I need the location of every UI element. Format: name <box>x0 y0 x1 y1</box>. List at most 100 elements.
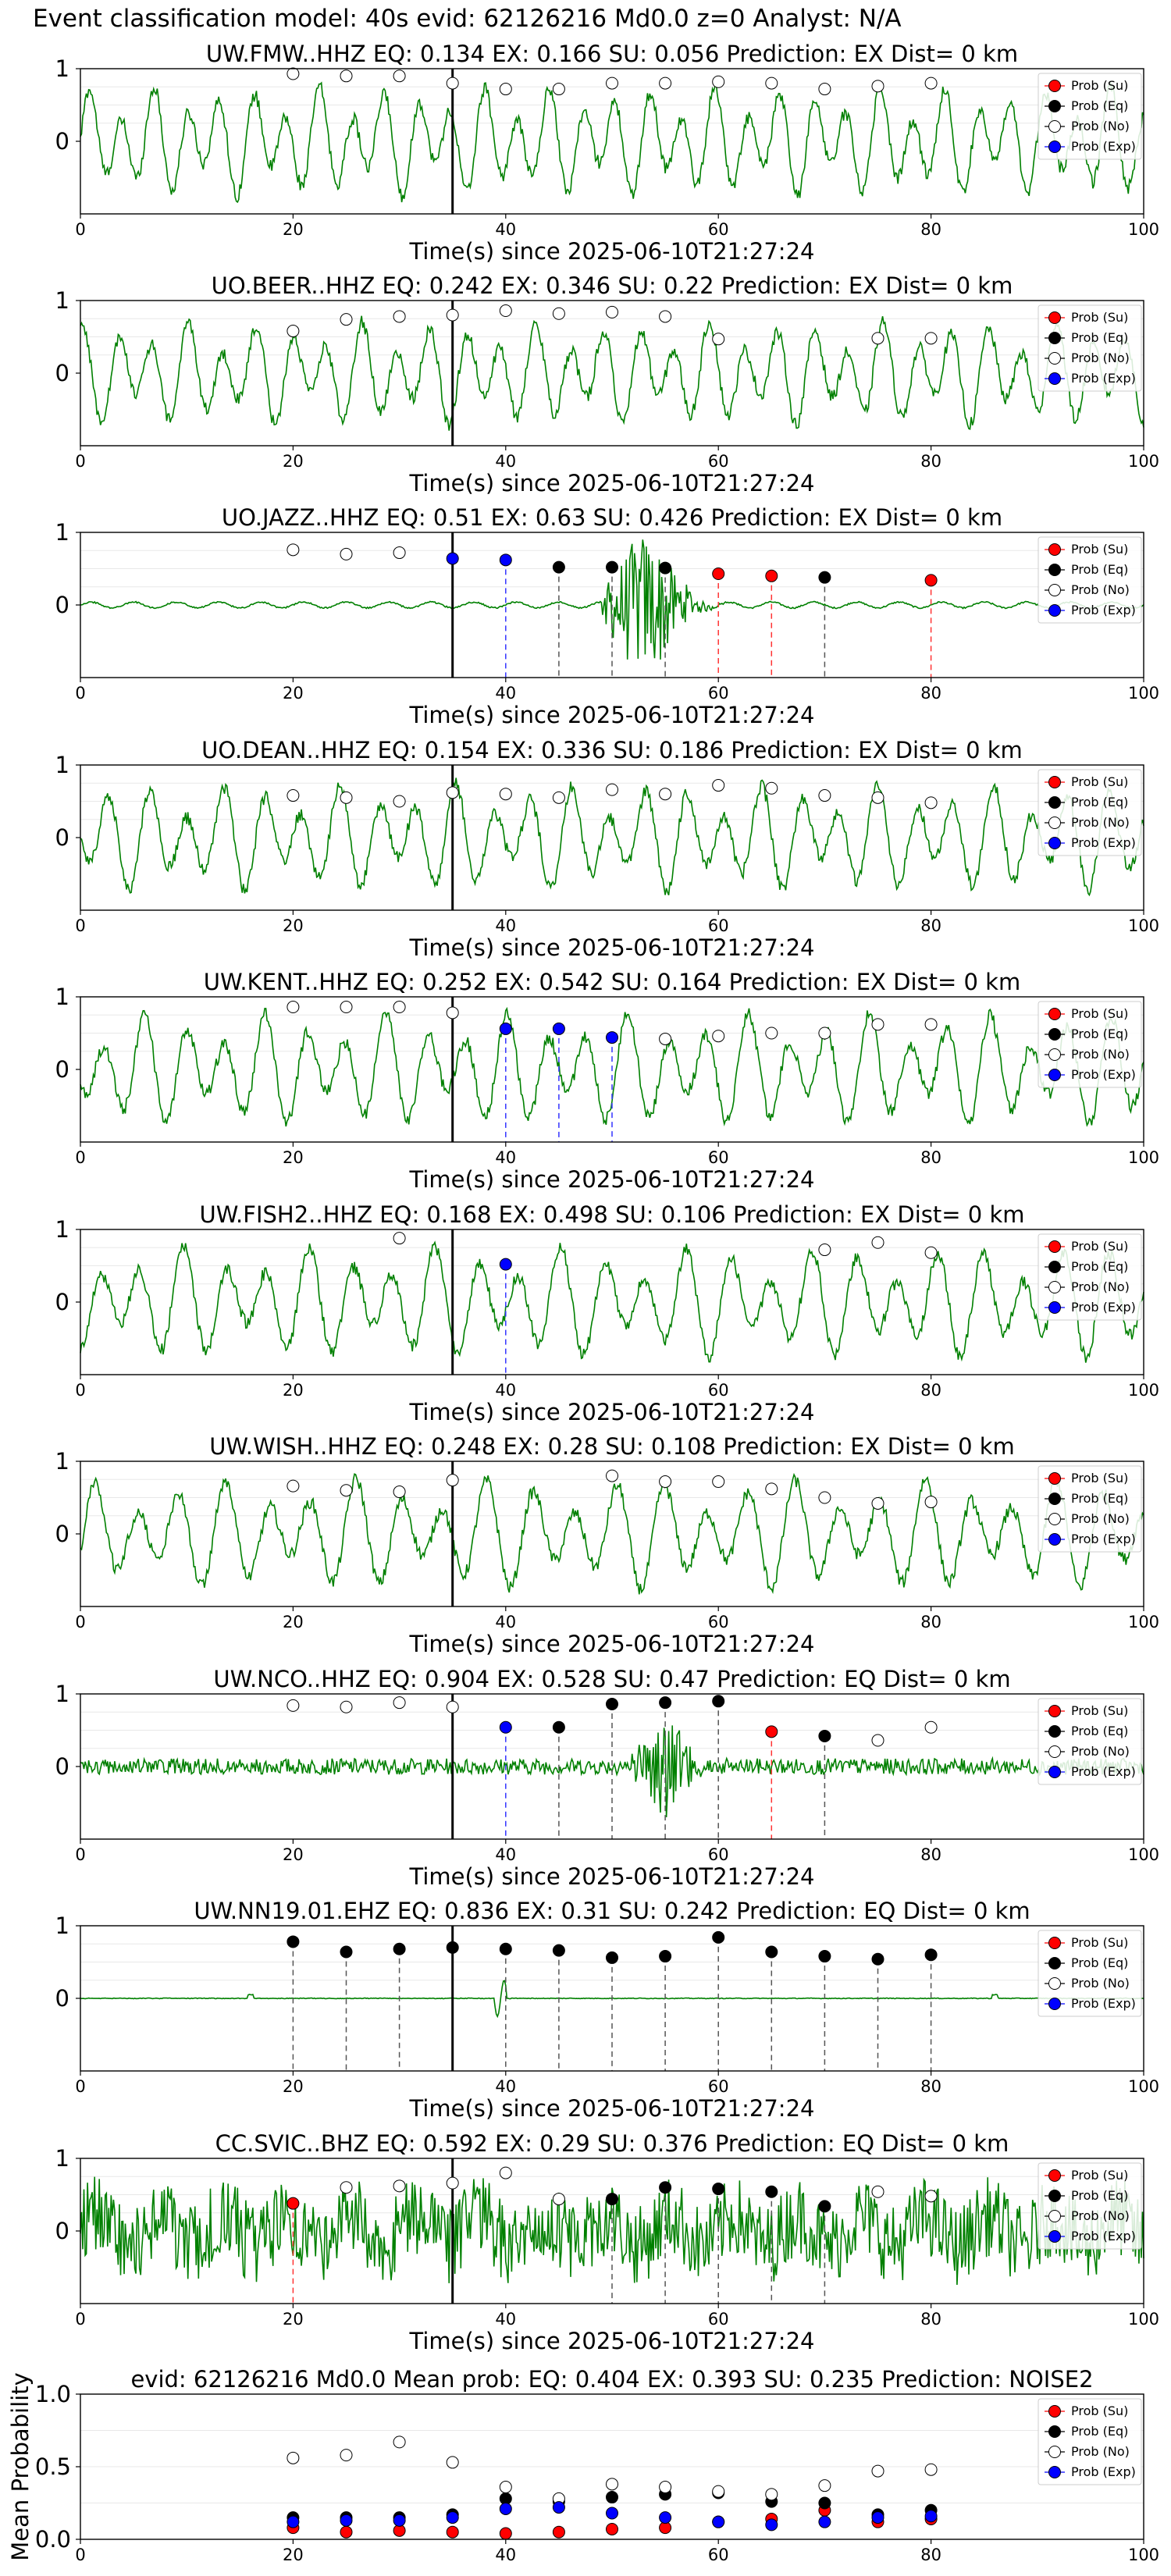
mean-marker-no <box>287 2451 300 2464</box>
legend-marker-eq <box>1048 1493 1061 1505</box>
prob-marker-no <box>712 1030 725 1043</box>
legend-label-no: Prob (No) <box>1071 582 1130 597</box>
prob-marker-no <box>818 1244 831 1257</box>
x-tick-label: 80 <box>920 452 941 471</box>
prob-marker-no <box>446 2176 459 2190</box>
legend-label-eq: Prob (Eq) <box>1071 1026 1128 1041</box>
x-tick-label: 0 <box>75 1381 85 1400</box>
x-tick-label: 20 <box>283 2310 304 2329</box>
prob-marker-no <box>340 1700 353 1713</box>
legend: Prob (Su) Prob (Eq) Prob (No) Prob (Exp) <box>1038 1001 1142 1088</box>
x-tick-label: 100 <box>1128 2546 1159 2564</box>
station-panel: UW.KENT..HHZ EQ: 0.252 EX: 0.542 SU: 0.1… <box>55 969 1160 1193</box>
station-panel: UO.DEAN..HHZ EQ: 0.154 EX: 0.336 SU: 0.1… <box>55 737 1160 961</box>
prob-marker-no <box>393 546 406 560</box>
prob-marker-no <box>818 83 831 96</box>
prob-marker-su <box>287 2197 300 2210</box>
mean-marker-su <box>340 2525 353 2539</box>
x-axis-label: Time(s) since 2025-06-10T21:27:24 <box>409 934 815 961</box>
legend-box <box>1038 1930 1142 2017</box>
mean-marker-exp <box>446 2511 459 2524</box>
legend-marker-su <box>1048 776 1061 788</box>
legend: Prob (Su) Prob (Eq) Prob (No) Prob (Exp) <box>1038 2398 1142 2485</box>
y-tick-label: 1 <box>55 2145 69 2172</box>
prob-marker-no <box>606 1469 618 1482</box>
legend-label-eq: Prob (Eq) <box>1071 2424 1128 2439</box>
x-tick-label: 80 <box>920 220 941 239</box>
y-tick-label: 0 <box>55 592 69 618</box>
legend-label-su: Prob (Su) <box>1071 78 1128 93</box>
mean-probability-panel: evid: 62126216 Md0.0 Mean prob: EQ: 0.40… <box>7 2366 1159 2564</box>
prob-marker-eq <box>659 2181 672 2194</box>
legend-label-su: Prob (Su) <box>1071 2403 1128 2418</box>
prob-marker-no <box>871 1496 884 1510</box>
y-tick-label: 1 <box>55 1681 69 1707</box>
x-axis-label: Time(s) since 2025-06-10T21:27:24 <box>409 2328 815 2354</box>
prob-marker-eq <box>446 1941 459 1954</box>
waveform-trace <box>80 2176 1144 2286</box>
legend-label-no: Prob (No) <box>1071 119 1130 133</box>
prob-marker-eq <box>712 1695 725 1708</box>
y-tick-label: 1.0 <box>35 2381 71 2407</box>
station-panel: UW.NCO..HHZ EQ: 0.904 EX: 0.528 SU: 0.47… <box>55 1666 1160 1890</box>
legend-marker-su <box>1048 1240 1061 1253</box>
prob-marker-no <box>499 304 512 318</box>
mean-marker-su <box>606 2522 618 2535</box>
prob-marker-eq <box>871 1952 884 1966</box>
legend-label-su: Prob (Su) <box>1071 1239 1128 1254</box>
x-tick-label: 60 <box>708 1381 729 1400</box>
legend-label-no: Prob (No) <box>1071 1279 1130 1294</box>
x-tick-label: 100 <box>1128 1845 1159 1864</box>
axes-frame <box>80 300 1144 447</box>
legend-label-su: Prob (Su) <box>1071 1703 1128 1718</box>
x-tick-label: 40 <box>495 452 516 471</box>
prob-marker-no <box>765 781 778 795</box>
prob-marker-eq <box>712 2183 725 2196</box>
prob-marker-no <box>818 789 831 802</box>
legend-label-exp: Prob (Exp) <box>1071 1532 1136 1546</box>
x-tick-label: 0 <box>75 2310 85 2329</box>
legend-marker-exp <box>1048 372 1061 385</box>
prob-marker-no <box>393 1232 406 1245</box>
legend-box <box>1038 536 1142 624</box>
legend-marker-exp <box>1048 141 1061 153</box>
prob-marker-no <box>446 786 459 799</box>
prob-marker-no <box>446 1474 459 1487</box>
mean-marker-no <box>659 2481 672 2494</box>
prob-marker-no <box>871 1236 884 1249</box>
legend-marker-exp <box>1048 1069 1061 1081</box>
mean-marker-exp <box>606 2507 618 2520</box>
y-tick-label: 0 <box>55 1985 69 2012</box>
x-tick-label: 0 <box>75 916 85 935</box>
legend-marker-su <box>1048 1472 1061 1485</box>
legend: Prob (Su) Prob (Eq) Prob (No) Prob (Exp) <box>1038 304 1142 392</box>
x-tick-label: 20 <box>283 1148 304 1167</box>
prob-marker-no <box>924 1018 938 1031</box>
legend-label-no: Prob (No) <box>1071 1047 1130 1062</box>
prob-marker-no <box>287 1001 300 1014</box>
prob-marker-no <box>659 1475 672 1489</box>
legend-label-exp: Prob (Exp) <box>1071 1764 1136 1779</box>
prob-marker-eq <box>340 1945 353 1959</box>
legend-marker-su <box>1048 2405 1061 2418</box>
y-tick-label: 0 <box>55 1056 69 1083</box>
prob-marker-no <box>446 308 459 322</box>
prob-marker-eq <box>552 1720 565 1734</box>
legend-label-exp: Prob (Exp) <box>1071 603 1136 617</box>
legend-box <box>1038 2398 1142 2485</box>
legend-label-eq: Prob (Eq) <box>1071 330 1128 345</box>
x-tick-label: 20 <box>283 916 304 935</box>
prob-marker-no <box>818 1026 831 1040</box>
station-title: UO.DEAN..HHZ EQ: 0.154 EX: 0.336 SU: 0.1… <box>201 737 1023 763</box>
x-tick-label: 60 <box>708 2546 729 2564</box>
station-title: UW.NCO..HHZ EQ: 0.904 EX: 0.528 SU: 0.47… <box>213 1666 1010 1692</box>
prob-marker-eq <box>765 1945 778 1959</box>
legend-marker-no <box>1048 2210 1061 2222</box>
legend-label-exp: Prob (Exp) <box>1071 1300 1136 1315</box>
x-tick-label: 60 <box>708 220 729 239</box>
legend-marker-su <box>1048 311 1061 324</box>
prob-marker-no <box>393 1696 406 1710</box>
prob-marker-no <box>871 791 884 804</box>
prob-marker-no <box>924 1720 938 1734</box>
station-panel: UW.FMW..HHZ EQ: 0.134 EX: 0.166 SU: 0.05… <box>55 41 1160 265</box>
